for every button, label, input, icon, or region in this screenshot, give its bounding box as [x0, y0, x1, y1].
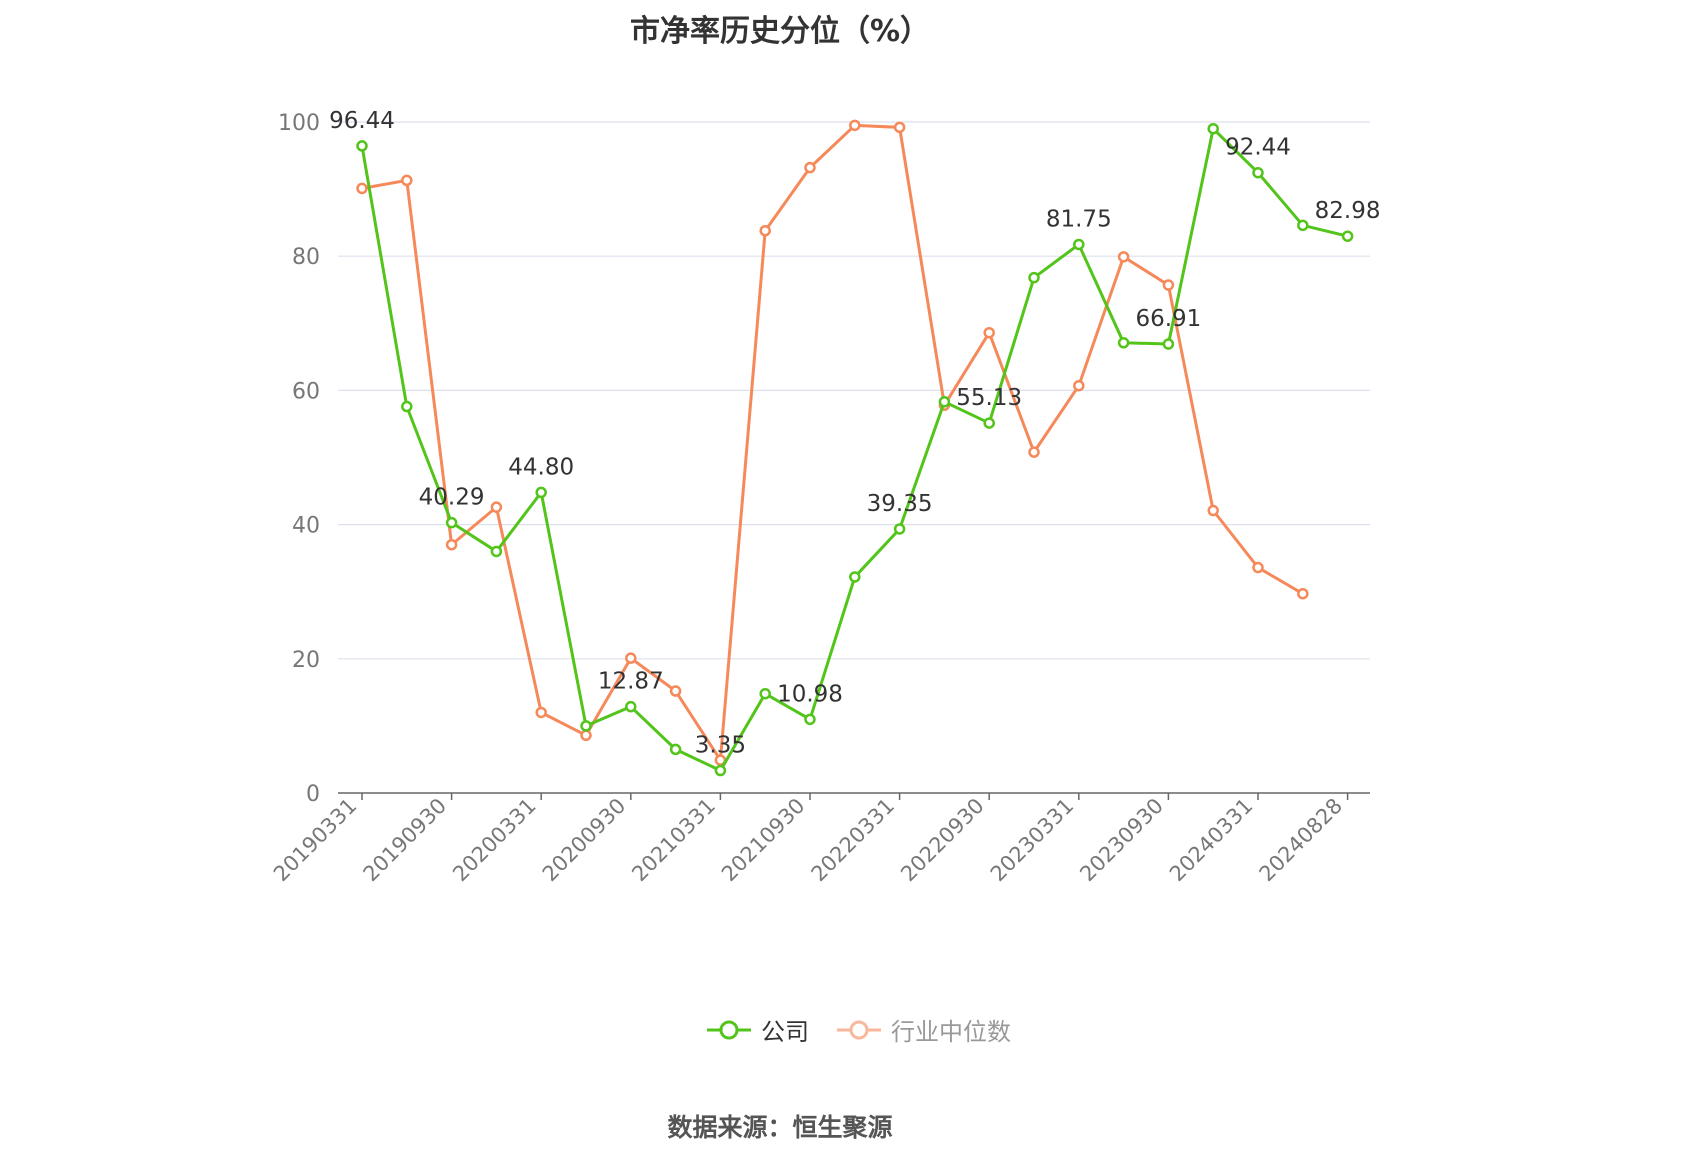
industry-point [849, 119, 861, 132]
x-tick-label: 20210930 [717, 794, 810, 887]
x-tick-label: 20200930 [538, 794, 631, 887]
industry-point [535, 706, 547, 719]
company-point [759, 687, 771, 700]
industry-point [669, 685, 682, 697]
y-tick-label: 100 [278, 111, 320, 136]
grid-lines [338, 121, 1370, 660]
company-point [804, 713, 816, 726]
data-label: 55.13 [956, 385, 1022, 411]
industry-point [580, 729, 592, 742]
company-point [714, 764, 727, 777]
company-point [1117, 337, 1130, 349]
x-tick-label: 20220930 [896, 794, 989, 887]
industry-point [1297, 587, 1309, 600]
y-tick-label: 20 [292, 648, 320, 673]
company-point [1028, 271, 1040, 284]
x-tick-label: 20230930 [1075, 794, 1168, 887]
company-point [983, 417, 995, 429]
x-tick-label: 20240828 [1255, 794, 1348, 887]
legend-item-industry[interactable]: 行业中位数 [835, 1012, 1011, 1047]
data-label: 3.35 [695, 733, 746, 759]
company-point [1341, 230, 1354, 242]
company-point [1207, 122, 1219, 135]
company-point [938, 396, 951, 408]
legend-item-company[interactable]: 公司 [705, 1012, 809, 1047]
data-label: 40.29 [419, 485, 485, 511]
data-label: 66.91 [1135, 306, 1201, 332]
company-point [580, 720, 592, 732]
x-tick-label: 20220331 [807, 794, 900, 887]
x-tick-label: 20240331 [1165, 794, 1258, 887]
industry-point [1207, 504, 1219, 517]
industry-point [1117, 251, 1130, 263]
chart-title: 市净率历史分位（%） [629, 14, 931, 49]
data-label: 82.98 [1315, 198, 1381, 224]
legend-company-label: 公司 [761, 1018, 809, 1046]
data-source: 数据来源：恒生聚源 [667, 1113, 893, 1142]
x-tick-label: 20230331 [986, 794, 1079, 887]
industry-point [1073, 379, 1085, 392]
y-tick-label: 60 [292, 379, 320, 404]
x-tick-label: 20200331 [448, 794, 541, 887]
company-point [445, 516, 458, 529]
company-point [1252, 166, 1264, 179]
data-label: 39.35 [867, 491, 933, 517]
data-label: 10.98 [777, 681, 843, 707]
legend-industry-label: 行业中位数 [891, 1018, 1011, 1046]
x-tick-label: 20210331 [627, 794, 720, 887]
legend-company-marker [707, 1020, 751, 1039]
industry-point [804, 161, 816, 174]
data-label: 96.44 [329, 108, 395, 134]
y-tick-label: 0 [306, 782, 320, 807]
industry-point [625, 652, 637, 664]
company-point [401, 400, 413, 413]
industry-point [1162, 279, 1175, 291]
data-label: 44.80 [508, 454, 574, 480]
company-point [356, 140, 368, 152]
series [356, 119, 1354, 777]
y-tick-label: 80 [292, 245, 320, 270]
company-point [490, 545, 503, 558]
series-line-industry [361, 123, 1304, 762]
company-point [849, 571, 861, 583]
x-tick-label: 20190331 [269, 794, 362, 887]
data-label: 81.75 [1046, 206, 1112, 232]
data-labels: 96.44 40.29 44.80 12.87 3.35 10.98 39.35 55.13 8… [329, 108, 1380, 759]
industry-point [983, 326, 995, 339]
data-label: 92.44 [1225, 135, 1291, 161]
company-point [669, 743, 682, 756]
industry-point [401, 174, 413, 187]
company-point [535, 486, 547, 499]
industry-point [445, 538, 458, 551]
legend-industry-marker [837, 1020, 881, 1039]
industry-point [490, 501, 503, 513]
company-point [1297, 219, 1309, 232]
company-point [1162, 338, 1175, 350]
legend: 公司 行业中位数 [705, 1012, 1011, 1047]
industry-point [1028, 446, 1040, 458]
company-point [1073, 238, 1085, 251]
company-point [893, 523, 906, 535]
data-label: 12.87 [598, 669, 664, 695]
industry-point [356, 182, 368, 195]
x-tick-label: 20190930 [359, 794, 452, 887]
industry-point [759, 224, 771, 237]
y-tick-label: 40 [292, 514, 320, 539]
industry-point [1252, 561, 1264, 574]
company-point [625, 700, 637, 713]
industry-point [893, 121, 906, 134]
